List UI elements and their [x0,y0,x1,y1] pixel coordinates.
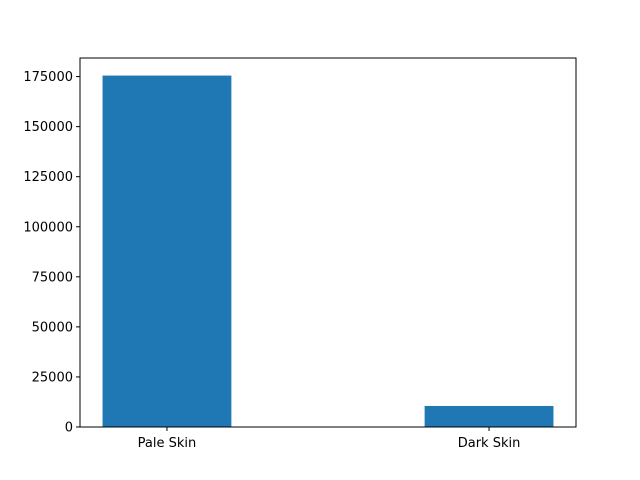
y-tick-label: 175000 [23,70,73,85]
y-tick-label: 100000 [23,220,73,235]
y-tick-label: 50000 [32,320,73,335]
y-tick-label: 25000 [32,370,73,385]
x-tick-label: Dark Skin [458,436,521,451]
y-tick-label: 150000 [23,120,73,135]
y-tick-label: 0 [65,421,73,436]
plot-frame [79,57,577,428]
x-axis: Pale Skin Dark Skin [138,427,521,451]
bars-group [102,75,554,428]
y-tick-label: 125000 [23,170,73,185]
y-tick-label: 75000 [32,270,73,285]
bar-pale-skin [102,75,232,428]
y-axis: 0 25000 50000 75000 100000 125000 150000 175000 [23,70,80,436]
bar-dark-skin [424,405,554,427]
x-tick-label: Pale Skin [138,436,197,451]
